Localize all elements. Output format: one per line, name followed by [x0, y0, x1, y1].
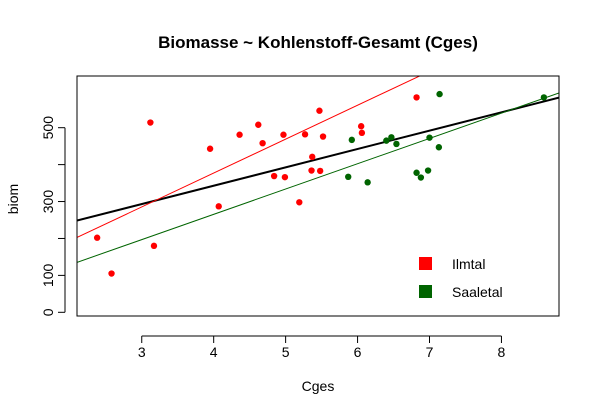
y-tick-label: 300 [40, 190, 56, 214]
x-tick-label: 3 [138, 344, 146, 360]
data-point [424, 167, 432, 174]
x-tick-label: 8 [498, 344, 506, 360]
data-point [301, 131, 309, 138]
data-point [364, 179, 371, 186]
data-point [259, 140, 266, 147]
regression-line-overall [77, 96, 559, 222]
plot-area [77, 76, 559, 277]
data-point [215, 203, 222, 210]
chart-title: Biomasse ~ Kohlenstoff-Gesamt (Cges) [158, 33, 478, 52]
data-point [309, 153, 316, 161]
data-point [357, 123, 365, 130]
data-point [147, 119, 154, 126]
data-point [358, 129, 366, 137]
data-point [348, 136, 356, 144]
y-axis: 0 100 300 500 [40, 116, 66, 316]
data-point [316, 167, 324, 175]
data-point [426, 134, 433, 141]
data-point [206, 145, 214, 152]
data-point [281, 173, 289, 181]
regression-lines [77, 76, 559, 263]
legend-swatch-saaletal [419, 285, 432, 298]
data-point [436, 90, 443, 98]
data-point [413, 94, 420, 101]
series-ilmtal [93, 94, 420, 277]
data-point [417, 174, 425, 181]
series-saaletal [345, 90, 548, 186]
x-tick-label: 7 [426, 344, 434, 360]
data-point [296, 199, 303, 206]
data-point [345, 173, 352, 180]
legend: Ilmtal Saaletal [419, 256, 503, 300]
data-point [435, 144, 443, 151]
x-tick-label: 6 [354, 344, 362, 360]
data-point [388, 134, 395, 141]
data-point [270, 172, 278, 180]
x-tick-label: 4 [210, 344, 218, 360]
legend-label-ilmtal: Ilmtal [452, 256, 485, 272]
data-point [280, 131, 287, 138]
data-point [383, 137, 390, 144]
data-point [150, 242, 158, 250]
data-point [236, 131, 243, 138]
data-point [308, 167, 315, 174]
regression-line-ilmtal [77, 76, 421, 238]
data-point [393, 140, 400, 148]
y-axis-label: biom [5, 184, 21, 214]
x-tick-label: 5 [282, 344, 290, 360]
x-axis-label: Cges [302, 378, 335, 394]
data-point [255, 121, 262, 128]
x-axis: 3 4 5 6 7 8 [138, 335, 506, 360]
y-tick-label: 100 [40, 263, 56, 287]
data-point [319, 133, 327, 140]
data-point [93, 234, 101, 241]
data-point [540, 94, 548, 101]
data-point [316, 107, 323, 114]
data-point [108, 270, 115, 277]
legend-swatch-ilmtal [419, 257, 432, 270]
data-point [413, 169, 420, 176]
y-tick-label: 500 [40, 116, 56, 140]
legend-label-saaletal: Saaletal [452, 284, 503, 300]
regression-line-saaletal [77, 92, 559, 263]
y-tick-label: 0 [40, 308, 56, 316]
plot-frame [76, 75, 560, 317]
